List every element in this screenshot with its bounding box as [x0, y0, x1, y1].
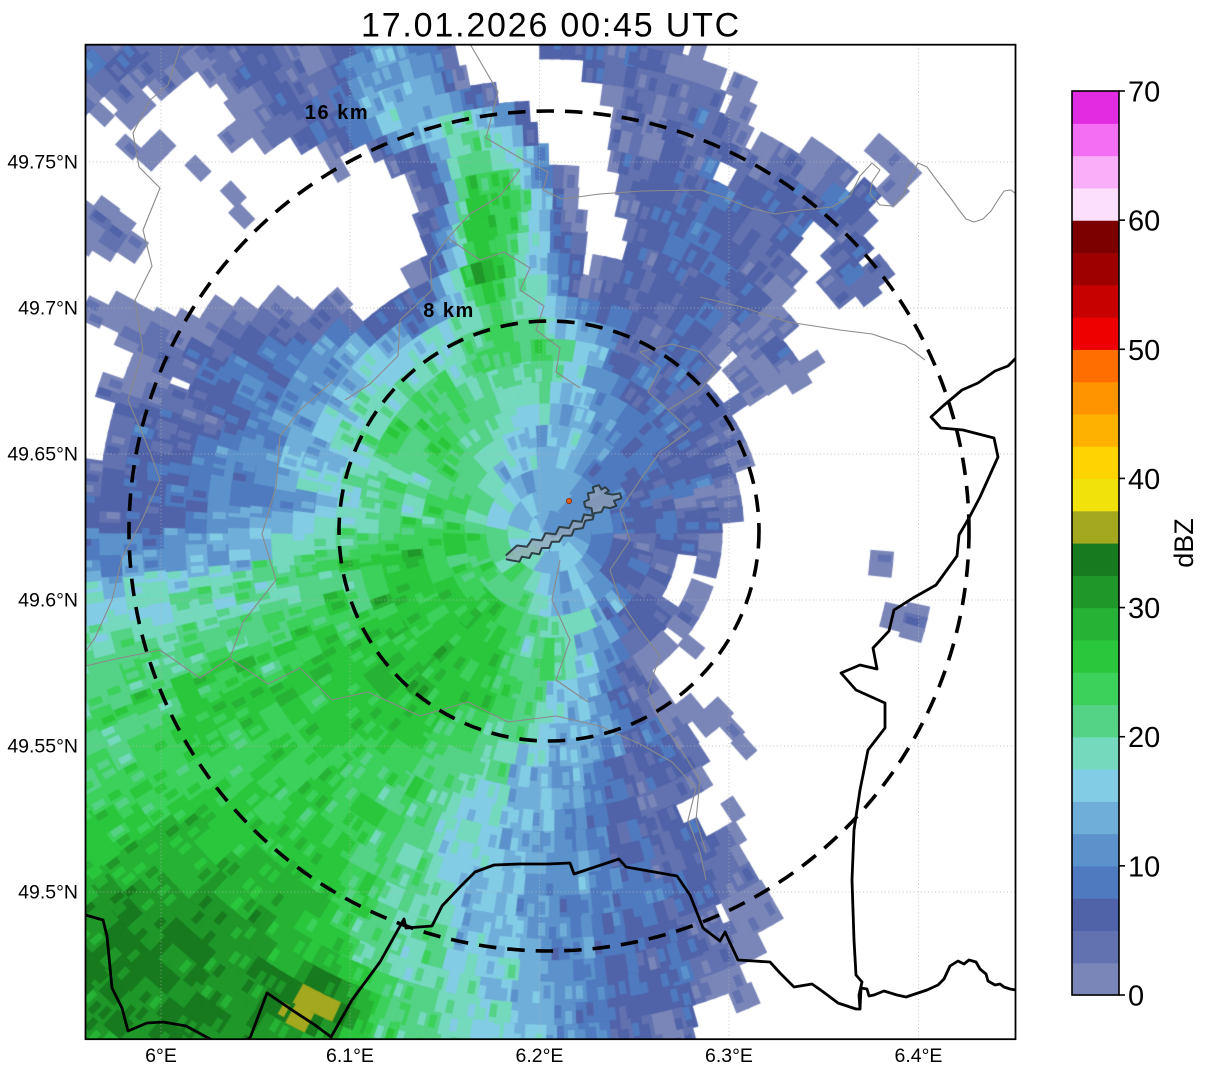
svg-text:16 km: 16 km — [305, 102, 369, 124]
svg-text:49.55°N: 49.55°N — [7, 736, 78, 758]
svg-text:8 km: 8 km — [423, 300, 475, 322]
svg-text:50: 50 — [1128, 335, 1160, 367]
svg-text:49.5°N: 49.5°N — [18, 882, 78, 904]
svg-text:30: 30 — [1128, 593, 1160, 625]
svg-text:70: 70 — [1128, 77, 1160, 109]
svg-text:49.75°N: 49.75°N — [7, 152, 78, 174]
svg-text:49.65°N: 49.65°N — [7, 444, 78, 466]
svg-text:dBZ: dBZ — [1169, 518, 1199, 568]
svg-text:6.1°E: 6.1°E — [326, 1045, 374, 1067]
svg-text:20: 20 — [1128, 722, 1160, 754]
svg-text:6.4°E: 6.4°E — [895, 1045, 943, 1067]
svg-text:6.2°E: 6.2°E — [516, 1045, 564, 1067]
svg-text:49.6°N: 49.6°N — [18, 590, 78, 612]
svg-text:0: 0 — [1128, 981, 1144, 1013]
svg-text:60: 60 — [1128, 206, 1160, 238]
svg-text:40: 40 — [1128, 464, 1160, 496]
svg-text:17.01.2026 00:45 UTC: 17.01.2026 00:45 UTC — [361, 7, 741, 45]
svg-text:10: 10 — [1128, 851, 1160, 883]
svg-text:6.3°E: 6.3°E — [705, 1045, 753, 1067]
svg-text:49.7°N: 49.7°N — [18, 298, 78, 320]
svg-text:6°E: 6°E — [145, 1045, 177, 1067]
